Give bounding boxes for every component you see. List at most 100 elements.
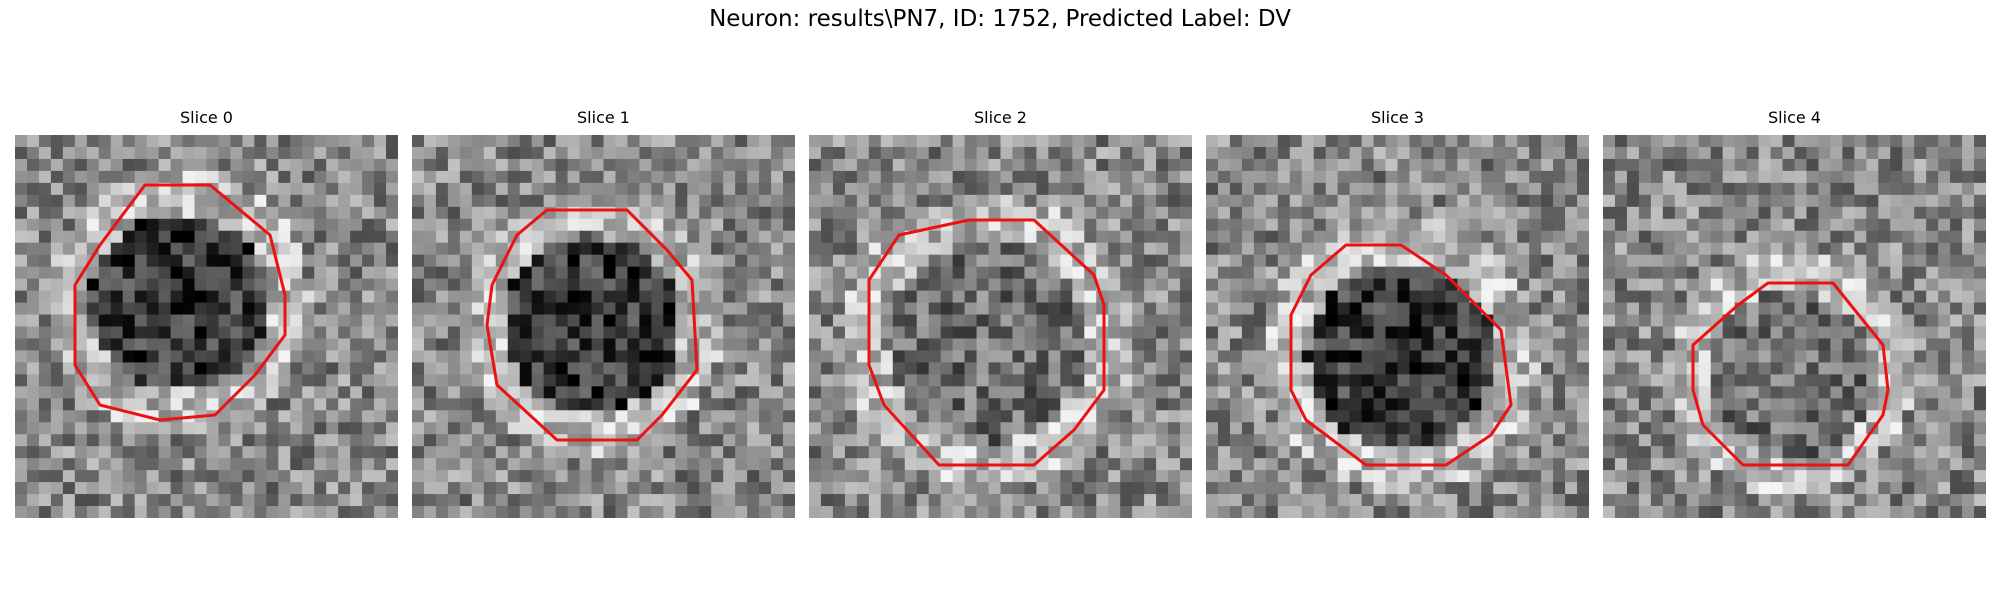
image-pixel <box>615 146 628 160</box>
image-pixel <box>1084 314 1097 327</box>
image-pixel <box>856 182 870 196</box>
image-pixel <box>916 206 930 220</box>
image-pixel <box>1313 326 1327 339</box>
image-pixel <box>904 278 918 291</box>
image-pixel <box>916 230 930 244</box>
image-pixel <box>15 494 28 507</box>
image-pixel <box>230 362 243 375</box>
image-pixel <box>302 326 315 339</box>
image-pixel <box>1325 338 1339 351</box>
image-pixel <box>1457 254 1470 268</box>
image-pixel <box>1541 278 1554 291</box>
image-pixel <box>952 170 965 184</box>
image-pixel <box>1565 206 1578 220</box>
image-pixel <box>1577 302 1589 315</box>
image-pixel <box>783 506 795 518</box>
image-pixel <box>519 494 533 507</box>
image-pixel <box>591 410 604 423</box>
image-pixel <box>1469 386 1482 399</box>
image-pixel <box>362 494 375 507</box>
image-pixel <box>1072 266 1085 280</box>
image-pixel <box>856 350 870 363</box>
image-pixel <box>1289 206 1303 220</box>
image-pixel <box>302 302 315 315</box>
image-pixel <box>146 146 160 160</box>
image-pixel <box>1072 218 1085 232</box>
image-pixel <box>98 194 112 208</box>
image-pixel <box>1180 254 1192 268</box>
image-pixel <box>158 194 171 208</box>
image-pixel <box>170 470 183 483</box>
image-pixel <box>1794 266 1807 280</box>
image-pixel <box>1337 254 1351 268</box>
image-pixel <box>1758 314 1771 327</box>
image-pixel <box>1794 386 1807 399</box>
image-pixel <box>1529 434 1542 447</box>
image-pixel <box>1457 506 1470 518</box>
image-pixel <box>567 182 580 196</box>
image-pixel <box>1156 290 1169 303</box>
image-pixel <box>1890 410 1903 423</box>
image-pixel <box>1830 206 1843 220</box>
image-pixel <box>206 158 219 172</box>
image-pixel <box>326 146 339 160</box>
image-pixel <box>543 470 557 483</box>
image-pixel <box>952 302 965 315</box>
image-pixel <box>1277 170 1291 184</box>
image-pixel <box>1409 158 1422 172</box>
image-pixel <box>1206 494 1219 507</box>
image-pixel <box>880 338 894 351</box>
image-pixel <box>50 254 64 268</box>
image-pixel <box>507 146 521 160</box>
image-pixel <box>809 194 822 208</box>
image-pixel <box>74 146 88 160</box>
image-pixel <box>1036 338 1049 351</box>
image-pixel <box>1830 290 1843 303</box>
image-pixel <box>1517 254 1530 268</box>
image-pixel <box>1301 158 1315 172</box>
image-pixel <box>1120 362 1133 375</box>
image-pixel <box>1072 458 1085 471</box>
image-pixel <box>146 158 160 172</box>
image-pixel <box>206 242 219 256</box>
image-pixel <box>1144 230 1157 244</box>
image-pixel <box>447 278 461 291</box>
image-pixel <box>1229 135 1243 148</box>
image-pixel <box>459 398 473 411</box>
image-pixel <box>1902 362 1915 375</box>
image-pixel <box>627 146 640 160</box>
image-pixel <box>771 458 784 471</box>
image-pixel <box>699 278 712 291</box>
image-pixel <box>74 338 88 351</box>
image-pixel <box>1313 146 1327 160</box>
image-pixel <box>242 362 255 375</box>
image-pixel <box>1108 206 1121 220</box>
image-pixel <box>928 386 942 399</box>
image-pixel <box>651 470 664 483</box>
image-pixel <box>98 446 112 459</box>
image-pixel <box>86 446 100 459</box>
image-pixel <box>844 254 858 268</box>
image-pixel <box>783 146 795 160</box>
image-pixel <box>459 170 473 184</box>
image-pixel <box>374 458 387 471</box>
image-pixel <box>1445 470 1458 483</box>
slice-image <box>809 135 1192 518</box>
image-pixel <box>1168 158 1181 172</box>
image-pixel <box>928 266 942 280</box>
image-pixel <box>844 458 858 471</box>
image-pixel <box>868 434 882 447</box>
image-pixel <box>350 266 363 280</box>
image-pixel <box>1120 374 1133 387</box>
image-pixel <box>1638 338 1652 351</box>
image-pixel <box>170 410 183 423</box>
image-pixel <box>1674 362 1688 375</box>
image-pixel <box>254 434 267 447</box>
image-pixel <box>1036 230 1049 244</box>
image-pixel <box>711 194 724 208</box>
image-pixel <box>916 290 930 303</box>
slice-title: Slice 1 <box>577 108 630 127</box>
image-pixel <box>904 146 918 160</box>
image-pixel <box>471 158 485 172</box>
image-pixel <box>1433 338 1446 351</box>
